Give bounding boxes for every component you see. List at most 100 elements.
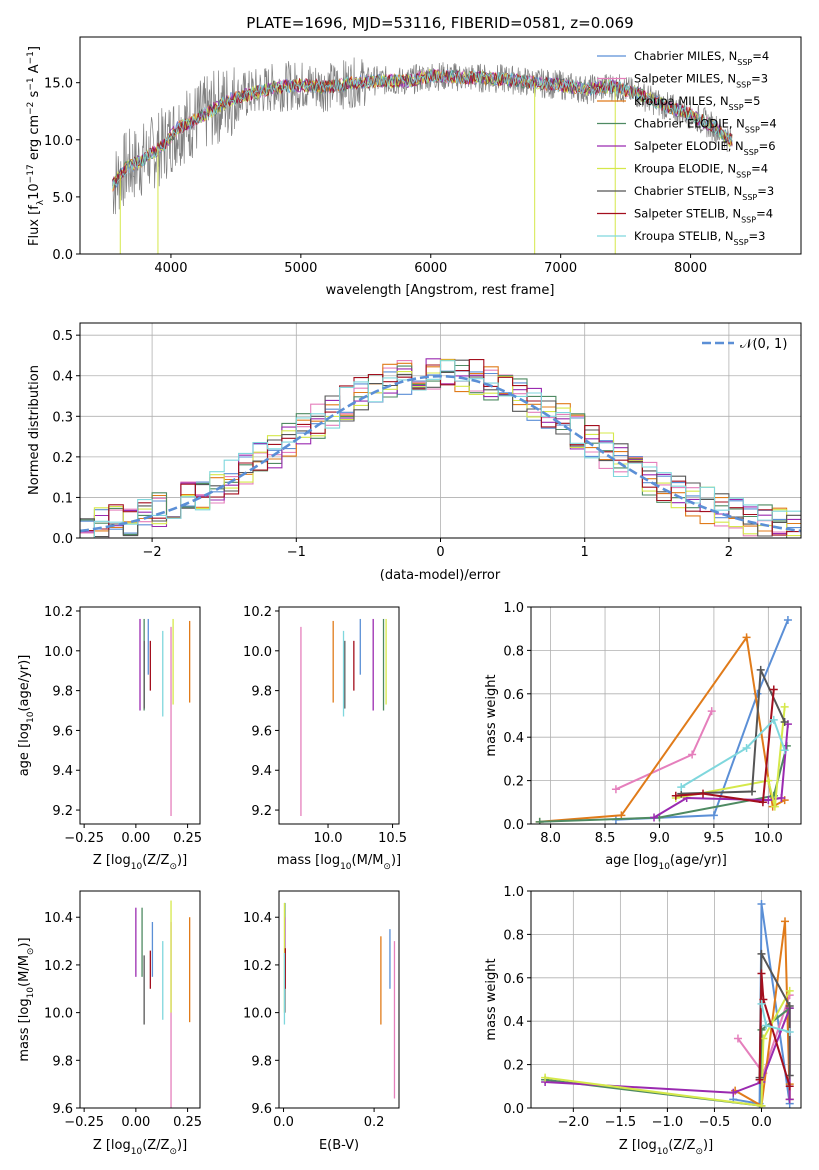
weight-z-xlabel-part: 10 [657, 1147, 669, 1157]
legend-entry-sub: SSP [736, 80, 751, 89]
legend-entry-main: Salpeter ELODIE, N [634, 139, 744, 153]
weight-z-series-line [758, 973, 791, 1087]
weight-age-marker [764, 796, 773, 805]
weight-age-axes-ytick-label: 1.0 [503, 601, 524, 616]
age-z-ylabel-part: age [log [17, 723, 32, 776]
weight-z-axes-ytick-label: 0.8 [503, 928, 524, 943]
weight-age-series-line [675, 689, 775, 804]
legend-entry: Salpeter ELODIE, NSSP=6 [634, 139, 776, 157]
mass-z-ylabel-part: )] [17, 937, 32, 947]
age-mass-axes-ytick-label: 10.2 [243, 605, 272, 620]
legend-entry-main: Salpeter MILES, N [634, 72, 736, 86]
spectrum-ylabel-part: −17 [26, 164, 36, 183]
weight-age-axes-ytick-label: 0.8 [503, 644, 524, 659]
spectrum-model-line [112, 69, 733, 189]
spectrum-axes-frame [79, 36, 802, 255]
weight-age-axes-xtick-label: 10.0 [754, 831, 783, 846]
spectrum-ylabel-part: erg cm [27, 115, 42, 164]
spectrum-axes-xtick-label: 7000 [544, 261, 577, 276]
age-mass-axes-ytick-label: 9.2 [251, 804, 272, 819]
histogram-step [80, 360, 801, 538]
spectrum-axes-plot [112, 57, 733, 254]
mass-z-axes-ytick-label: 9.6 [52, 1102, 73, 1117]
legend-entry-sub: SSP [745, 125, 760, 134]
legend-entry: Kroupa ELODIE, NSSP=4 [634, 162, 768, 180]
mass-z-axes-xtick-label: 0.00 [121, 1115, 150, 1130]
legend-entry-tail: =6 [759, 139, 776, 153]
age-z-axes: −0.25 0.00 0.25 9.2 9.4 9.6 9.8 10.0 10.2 [44, 605, 202, 846]
weight-age-marker [783, 616, 792, 625]
mass-ebv-axes-xtick-label: 0.0 [273, 1115, 294, 1130]
weight-age-marker [770, 802, 779, 811]
mass-z-ylabel-part: 10 [26, 987, 36, 999]
age-z-axes-frame [79, 606, 201, 825]
weight-z-series-line [544, 1007, 791, 1107]
weight-z-marker [757, 949, 766, 958]
weight-z-marker [757, 999, 766, 1008]
age-z-xlabel-part: (Z/Z [142, 853, 169, 868]
weight-z-xlabel: Z [log10(Z/Z⊙)] [619, 1138, 713, 1157]
weight-z-series-line [544, 990, 791, 1107]
legend-entry: Salpeter STELIB, NSSP=4 [634, 207, 773, 225]
weight-z-axes-ytick-label: 0.4 [503, 1015, 524, 1030]
age-z-axes-xtick-label: −0.25 [64, 831, 104, 846]
age-z-axes-ytick-label: 10.0 [44, 645, 73, 660]
legend-entry-main: Kroupa ELODIE, N [634, 162, 736, 176]
mass-z-axes-frame [79, 890, 201, 1109]
age-z-axes-ytick-label: 9.8 [52, 685, 73, 700]
weight-z-marker [781, 917, 790, 926]
weight-z-axes-xtick-label: −2.0 [558, 1115, 590, 1130]
weight-z-marker [733, 1034, 742, 1043]
residual-axes-ytick-label: 0.0 [52, 532, 73, 547]
weight-age-axes-xtick-label: 8.0 [540, 831, 561, 846]
mass-z-ylabel-part: ⊙ [26, 948, 36, 956]
spectrum-ylabel-part: s [27, 90, 42, 101]
legend-entry-tail: =4 [756, 207, 773, 221]
weight-age-marker [758, 798, 767, 807]
spectrum-ylabel-part: λ [36, 199, 46, 205]
residual-axes-xtick-label: 1 [581, 545, 589, 560]
weight-z-marker [785, 1002, 794, 1011]
mass-z-axes: −0.25 0.00 0.25 9.6 9.8 10.0 10.2 10.4 [44, 890, 202, 1130]
mass-ebv-axes-ytick-label: 9.8 [251, 1054, 272, 1069]
weight-age-marker [707, 707, 716, 716]
age-mass-axes-ytick-label: 10.0 [243, 645, 272, 660]
age-z-xlabel-part: Z [log [93, 853, 131, 868]
weight-z-marker [541, 1073, 550, 1082]
legend-entry: Chabrier STELIB, NSSP=3 [634, 184, 774, 202]
legend-entry-main: Chabrier MILES, N [634, 49, 737, 63]
weight-z-axes-ytick-label: 0.6 [503, 972, 524, 987]
age-z-ylabel: age [log10(age/yr)] [17, 655, 36, 777]
age-mass-xlabel-part: )] [391, 853, 401, 868]
weight-age-series-line [539, 745, 788, 823]
weight-z-marker [785, 1028, 794, 1037]
mass-z-axes-ytick-label: 10.0 [44, 1007, 73, 1022]
mass-ebv-axes-ytick-label: 10.0 [243, 1007, 272, 1022]
legend-entry-main: Salpeter STELIB, N [634, 207, 741, 221]
legend-entry-tail: =3 [749, 229, 766, 243]
age-mass-axes-xtick-label: 10.5 [378, 831, 407, 846]
mass-ebv-axes-ytick-label: 10.4 [243, 911, 272, 926]
weight-z-ylabel: mass weight [484, 958, 499, 1040]
legend-entry-main: Kroupa MILES, N [634, 94, 729, 108]
weight-z-marker [755, 1075, 764, 1084]
legend-entry-tail: =3 [751, 72, 768, 86]
weight-age-marker [709, 811, 718, 820]
legend-entry-tail: =3 [757, 184, 774, 198]
spectrum-ylabel-part: Flux [f [27, 205, 42, 246]
legend-entry-tail: =5 [744, 94, 761, 108]
spectrum-axes-ytick-label: 5.0 [52, 191, 73, 206]
mass-z-ylabel: mass [log10(M/M⊙)] [17, 937, 36, 1061]
mass-z-ylabel-part: (M/M [17, 955, 32, 987]
age-z-xlabel-part: )] [177, 853, 187, 868]
age-z-xlabel-part: ⊙ [169, 862, 177, 872]
legend-entry-sub: SSP [736, 170, 751, 179]
mass-ebv-axes-plot [283, 902, 396, 1099]
age-mass-axes-ytick-label: 9.8 [251, 685, 272, 700]
age-z-axes-ytick-label: 10.2 [44, 605, 73, 620]
weight-z-axes-ytick-label: 1.0 [503, 885, 524, 900]
weight-z-axes-frame [530, 890, 802, 1109]
weight-age-series-line [539, 634, 786, 823]
weight-age-xlabel-part: (age/yr)] [670, 853, 727, 868]
weight-z-xlabel-part: (Z/Z [668, 1138, 695, 1153]
